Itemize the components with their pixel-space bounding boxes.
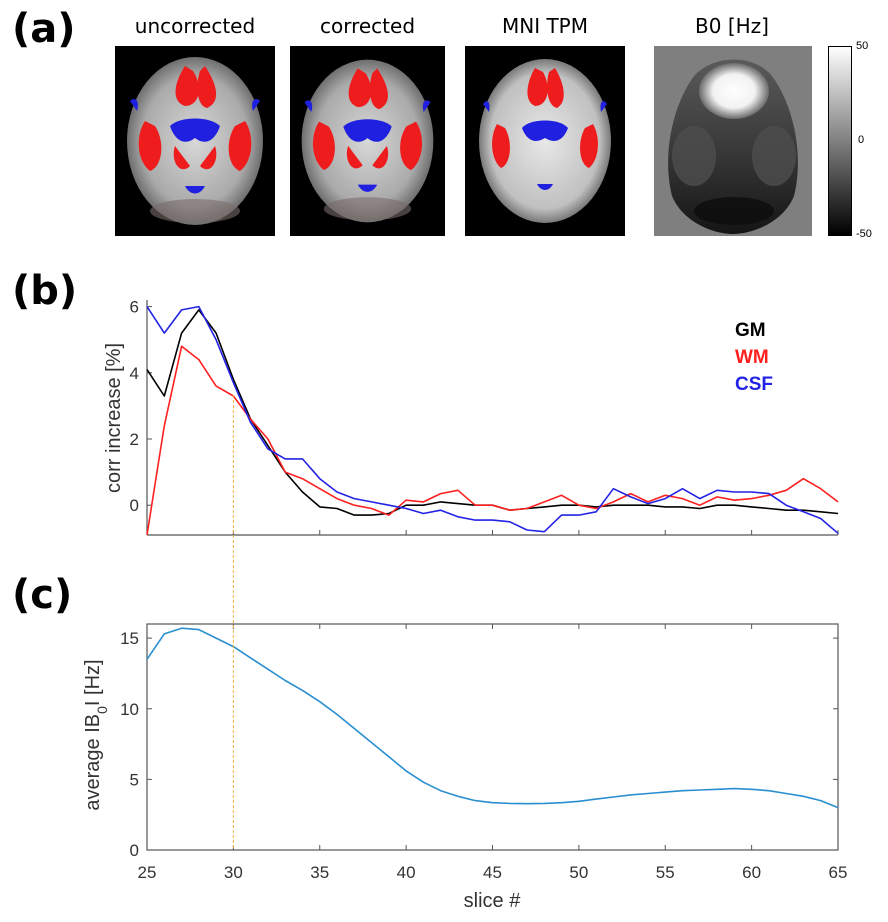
ytick-label-b-6: 6 [130,298,139,317]
series-line-csf [146,305,839,534]
xtick-label-c-55: 55 [656,863,675,882]
colorbar-mid-label: 0 [858,134,865,146]
legend-csf: CSF [735,374,773,395]
series-line-b0 [146,627,839,809]
ytick-label-c-0: 0 [130,841,139,860]
image-title-uncorrected: uncorrected [134,14,256,38]
xtick-label-c-25: 25 [138,863,157,882]
ytick-label-c-5: 5 [130,770,139,789]
image-title-mni-tpm: MNI TPM [501,14,588,38]
series-line-wm [146,345,839,536]
xtick-label-c-40: 40 [397,863,416,882]
xtick-label-c-30: 30 [224,863,243,882]
colorbar-max-label: 50 [856,40,869,52]
chart-b-ylabel: corr increase [%] [103,343,125,493]
xtick-label-c-45: 45 [483,863,502,882]
image-title-corrected: corrected [319,14,416,38]
ytick-label-b-2: 2 [130,430,139,449]
brain-image-mni-tpm [465,46,625,236]
image-title-b0: B0 [Hz] [695,14,769,38]
legend-wm: WM [735,347,769,368]
panel-label-a: (a) [12,6,76,52]
xtick-label-c-50: 50 [569,863,588,882]
ytick-label-b-0: 0 [130,496,139,515]
colorbar-min-label: -50 [856,228,872,240]
ytick-label-c-10: 10 [120,700,139,719]
chart-c-ylabel: average IB0I [Hz] [82,659,110,810]
chart-b: 0 2 4 6 corr increase [%] GM WM CSF [103,298,839,536]
b0-colorbar [828,46,852,236]
panel-label-c: (c) [12,572,73,618]
xtick-label-c-35: 35 [310,863,329,882]
panel-label-b: (b) [12,268,78,314]
xtick-label-c-60: 60 [742,863,761,882]
brain-image-uncorrected [115,46,275,236]
b0-field-map [654,46,812,236]
brain-image-corrected [290,46,445,236]
chart-c: 0 5 10 15 25 30 35 40 45 50 55 60 65 average IB0I [H… [82,623,848,912]
ytick-label-c-15: 15 [120,629,139,648]
chart-c-xlabel: slice # [464,890,522,912]
xtick-label-c-65: 65 [829,863,848,882]
ytick-label-b-4: 4 [130,364,139,383]
legend-gm: GM [735,320,766,341]
